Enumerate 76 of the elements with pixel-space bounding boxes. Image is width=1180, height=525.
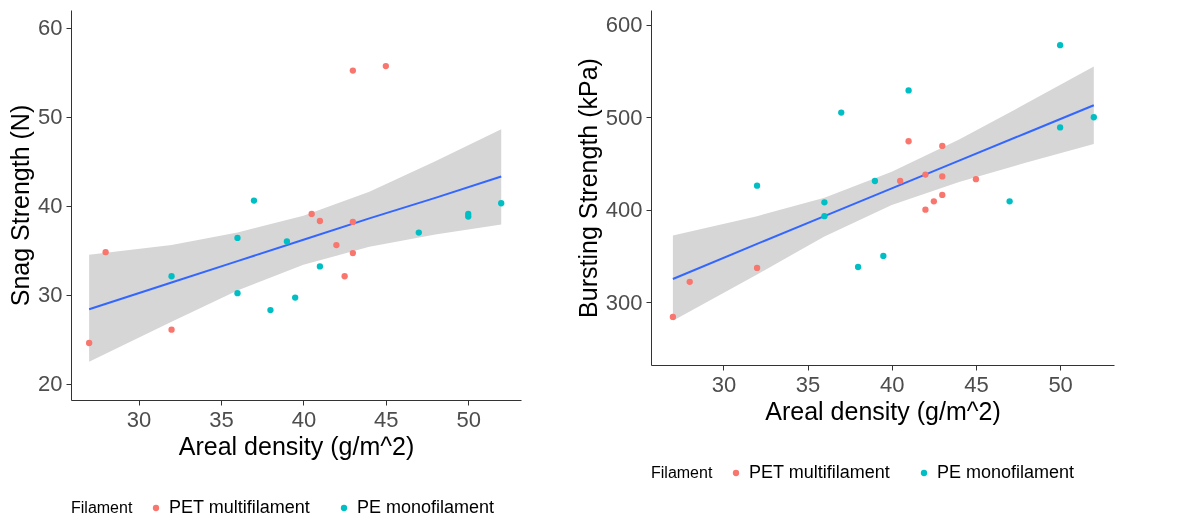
point	[234, 234, 241, 242]
point	[415, 229, 422, 236]
x-tick-label: 30	[126, 406, 152, 432]
point	[939, 191, 946, 199]
point	[880, 252, 887, 260]
point	[972, 176, 980, 183]
legend-label: PE monofilament	[357, 497, 495, 517]
point	[753, 264, 761, 272]
y-tick-label: 50	[38, 104, 63, 130]
point	[1090, 114, 1097, 121]
y-tick-label: 500	[605, 104, 643, 130]
x-tick-label: 40	[880, 371, 905, 397]
point	[922, 206, 929, 213]
x-tick-label: 40	[291, 406, 317, 432]
x-tick-label: 45	[964, 371, 989, 397]
point	[838, 109, 845, 116]
point	[102, 249, 109, 256]
point	[930, 198, 938, 205]
x-axis-title: Areal density (g/m^2)	[765, 396, 1001, 425]
point	[922, 171, 929, 178]
point	[905, 138, 912, 145]
y-tick-label: 60	[38, 15, 63, 41]
point	[308, 210, 315, 218]
point	[234, 289, 241, 297]
point	[349, 249, 357, 257]
y-axis-title: Bursting Strength (kPa)	[573, 58, 602, 318]
line-series	[88, 175, 503, 311]
point	[292, 294, 299, 301]
point	[686, 278, 693, 285]
point	[382, 62, 389, 70]
point	[939, 173, 946, 180]
point	[349, 218, 357, 226]
y-tick-label: 20	[38, 371, 63, 397]
point	[250, 197, 258, 204]
x-tick-label: 30	[711, 371, 737, 397]
point	[349, 67, 357, 74]
y-tick-label: 400	[605, 197, 643, 223]
y-tick-label: 300	[605, 289, 643, 315]
point	[267, 306, 274, 314]
x-tick-label: 45	[374, 406, 399, 432]
x-tick-label: 35	[795, 371, 821, 397]
y-axis-title: Snag Strength (N)	[6, 104, 35, 307]
point	[316, 217, 324, 225]
x-tick-label: 35	[209, 406, 234, 432]
y-tick-label: 40	[38, 193, 63, 219]
point	[854, 263, 862, 271]
x-tick-label: 50	[1048, 371, 1073, 397]
point	[498, 200, 505, 207]
point	[871, 177, 879, 185]
point	[316, 263, 324, 270]
point	[939, 142, 946, 150]
legend-label: PE monofilament	[937, 462, 1075, 482]
point	[341, 273, 348, 280]
point	[821, 213, 828, 220]
point	[1056, 41, 1064, 49]
point	[821, 199, 828, 206]
legend-title: Filament	[651, 464, 713, 481]
point	[168, 273, 175, 280]
point	[85, 339, 93, 347]
legend-title: Filament	[71, 499, 133, 516]
y-tick-label: 30	[38, 282, 63, 308]
point	[897, 177, 904, 185]
point	[1056, 124, 1064, 131]
legend-label: PET multifilament	[169, 497, 310, 517]
point	[1006, 198, 1013, 205]
y-tick-label: 600	[605, 12, 643, 38]
point	[905, 87, 912, 94]
point	[753, 182, 761, 189]
point	[333, 241, 340, 249]
line-series	[671, 104, 1095, 281]
point	[669, 313, 677, 321]
legend-label: PET multifilament	[749, 462, 890, 482]
point	[283, 238, 291, 245]
point	[168, 326, 175, 333]
x-axis-title: Areal density (g/m^2)	[178, 431, 415, 460]
x-tick-label: 50	[456, 406, 481, 432]
